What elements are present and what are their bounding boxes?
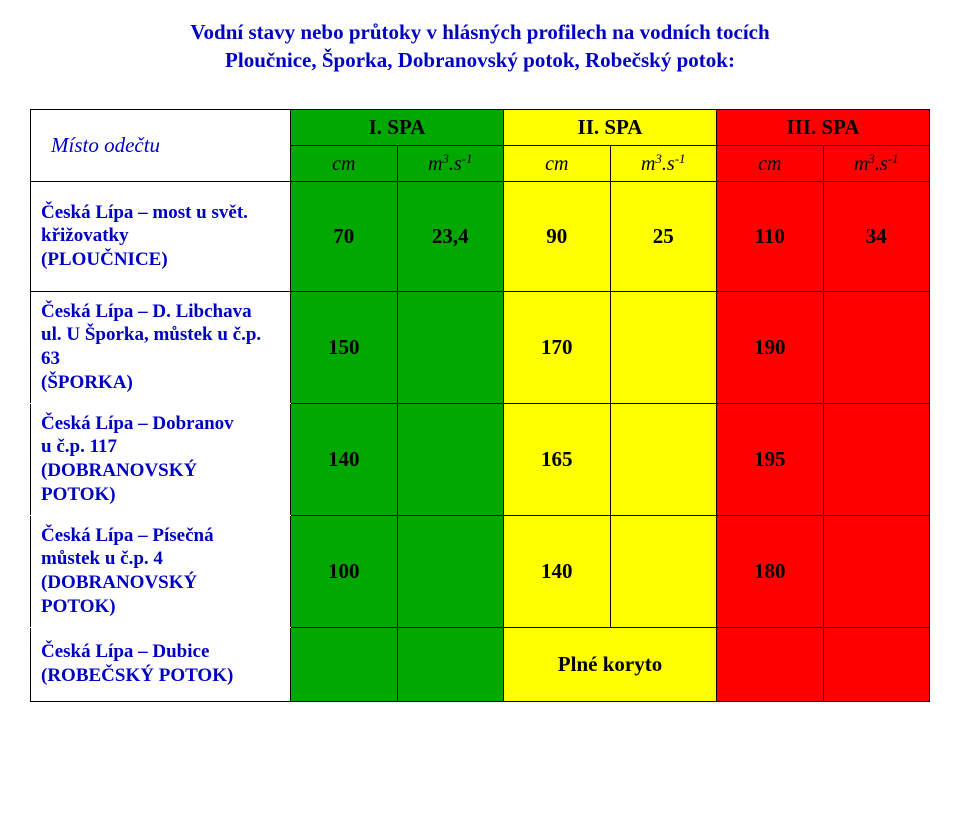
cell-spa3-cm [717,627,824,701]
header-row-1: Místo odečtuI. SPAII. SPAIII. SPA [31,109,930,145]
row-label: Česká Lípa – most u svět.křižovatky(PLOU… [31,181,291,291]
cell-spa1-cm [291,627,398,701]
row-label: Česká Lípa – Dobranovu č.p. 117(DOBRANOV… [31,403,291,515]
cell-spa2-q [610,291,717,403]
cell-spa2-cm: 140 [504,515,611,627]
header-place: Místo odečtu [31,109,291,181]
cell-spa1-q [397,515,504,627]
cell-spa2-cm: 170 [504,291,611,403]
table-row: Česká Lípa – most u svět.křižovatky(PLOU… [31,181,930,291]
cell-spa3-q [823,403,930,515]
cell-spa1-cm: 70 [291,181,398,291]
table-row: Česká Lípa – D. Libchavaul. U Šporka, mů… [31,291,930,403]
table-row: Česká Lípa – Písečnámůstek u č.p. 4(DOBR… [31,515,930,627]
unit-q-3: m3.s-1 [823,145,930,181]
cell-merged: Plné koryto [504,627,717,701]
header-spa2: II. SPA [504,109,717,145]
cell-spa2-cm: 165 [504,403,611,515]
water-levels-table: Místo odečtuI. SPAII. SPAIII. SPAcmm3.s-… [30,109,930,702]
cell-spa1-q [397,403,504,515]
unit-q-2: m3.s-1 [610,145,717,181]
row-label: Česká Lípa – Dubice(ROBEČSKÝ POTOK) [31,627,291,701]
cell-spa3-q: 34 [823,181,930,291]
cell-spa3-cm: 180 [717,515,824,627]
table-row: Česká Lípa – Dobranovu č.p. 117(DOBRANOV… [31,403,930,515]
title-block: Vodní stavy nebo průtoky v hlásných prof… [30,18,930,75]
cell-spa1-q [397,627,504,701]
table-row: Česká Lípa – Dubice(ROBEČSKÝ POTOK) Plné … [31,627,930,701]
cell-spa1-cm: 150 [291,291,398,403]
unit-cm-2: cm [504,145,611,181]
cell-spa3-cm: 110 [717,181,824,291]
cell-spa3-q [823,627,930,701]
cell-spa2-q [610,515,717,627]
cell-spa1-q: 23,4 [397,181,504,291]
cell-spa3-q [823,515,930,627]
table-body: Místo odečtuI. SPAII. SPAIII. SPAcmm3.s-… [31,109,930,701]
cell-spa3-q [823,291,930,403]
cell-spa1-q [397,291,504,403]
row-label: Česká Lípa – Písečnámůstek u č.p. 4(DOBR… [31,515,291,627]
title-line2: Ploučnice, Šporka, Dobranovský potok, Ro… [225,48,735,72]
row-label: Česká Lípa – D. Libchavaul. U Šporka, mů… [31,291,291,403]
cell-spa1-cm: 140 [291,403,398,515]
unit-cm-3: cm [717,145,824,181]
cell-spa2-q: 25 [610,181,717,291]
header-spa3: III. SPA [717,109,930,145]
cell-spa1-cm: 100 [291,515,398,627]
unit-cm-1: cm [291,145,398,181]
header-spa1: I. SPA [291,109,504,145]
cell-spa3-cm: 190 [717,291,824,403]
unit-q-1: m3.s-1 [397,145,504,181]
cell-spa2-q [610,403,717,515]
cell-spa3-cm: 195 [717,403,824,515]
cell-spa2-cm: 90 [504,181,611,291]
title-line1: Vodní stavy nebo průtoky v hlásných prof… [190,20,769,44]
